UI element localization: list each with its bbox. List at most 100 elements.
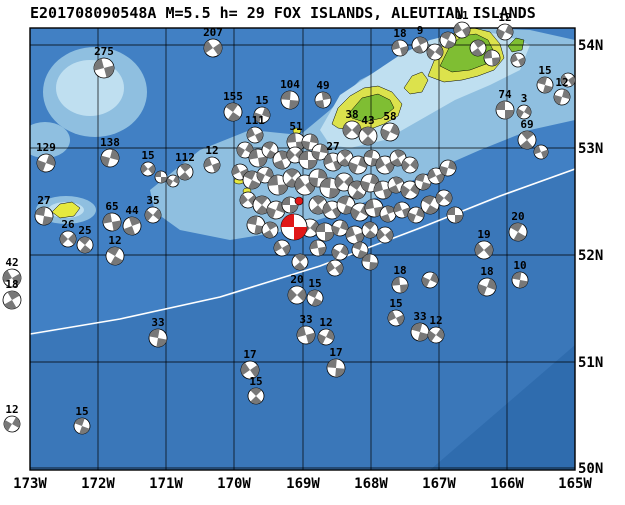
beachball xyxy=(533,144,549,160)
beachball xyxy=(446,206,464,224)
beachball-depth-label: 18 xyxy=(480,265,493,278)
beachball xyxy=(223,102,243,122)
beachball xyxy=(308,168,328,188)
beachball xyxy=(511,271,529,289)
beachball xyxy=(203,156,221,174)
beachball xyxy=(122,216,142,236)
beachball xyxy=(246,215,266,235)
beachball xyxy=(358,126,378,146)
beachball xyxy=(426,43,444,61)
beachball xyxy=(474,240,494,260)
beachball-depth-label: 74 xyxy=(498,88,512,101)
beachball xyxy=(536,76,554,94)
beachball xyxy=(140,161,156,177)
beachball xyxy=(410,322,430,342)
beachball xyxy=(427,326,445,344)
beachball xyxy=(495,100,515,120)
beachball-depth-label: 49 xyxy=(316,79,329,92)
beachball xyxy=(105,246,125,266)
lon-label: 167W xyxy=(422,476,456,492)
beachball xyxy=(364,198,384,218)
beachball xyxy=(477,277,497,297)
beachball-depth-label: 12 xyxy=(319,316,332,329)
beachball xyxy=(376,226,394,244)
beachball-depth-label: 20 xyxy=(511,210,524,223)
beachball-depth-label: 275 xyxy=(94,45,114,58)
lon-label: 169W xyxy=(286,476,320,492)
map-frame xyxy=(29,27,576,471)
lon-label: 171W xyxy=(149,476,183,492)
beachball xyxy=(59,230,77,248)
beachball xyxy=(401,156,419,174)
beachball-depth-label: 155 xyxy=(223,90,243,103)
island xyxy=(51,201,81,219)
event-red-dot xyxy=(294,196,304,206)
beachball xyxy=(73,417,91,435)
beachball-depth-label: 12 xyxy=(555,76,568,89)
beachball-depth-label: 104 xyxy=(280,78,300,91)
beachball xyxy=(411,36,429,54)
main-event-beachball xyxy=(280,213,308,241)
beachball-depth-label: 33 xyxy=(413,310,426,323)
beachball xyxy=(387,176,405,194)
beachball xyxy=(3,415,21,433)
beachball-depth-label: 33 xyxy=(299,313,312,326)
lon-label: 166W xyxy=(490,476,524,492)
beachball-depth-label: 12 xyxy=(429,314,442,327)
beachball xyxy=(315,222,335,242)
beachball xyxy=(391,39,409,57)
beachball xyxy=(280,90,300,110)
beachball-depth-label: 3 xyxy=(521,92,528,105)
beachball xyxy=(287,285,307,305)
beachball xyxy=(301,133,319,151)
beachball-depth-label: 12 xyxy=(498,11,511,24)
beachball xyxy=(510,52,526,68)
beachball-depth-label: 12 xyxy=(108,234,121,247)
beachball xyxy=(311,143,329,161)
beachball-depth-label: 51 xyxy=(289,120,303,133)
beachball xyxy=(496,23,514,41)
beachball-depth-label: 27 xyxy=(37,194,50,207)
beachball xyxy=(553,88,571,106)
shallow-bank xyxy=(30,122,70,158)
beachball xyxy=(154,170,168,184)
beachball-depth-label: 69 xyxy=(520,118,533,131)
beachball xyxy=(76,236,94,254)
beachball-depth-label: 15 xyxy=(249,375,262,388)
beachball xyxy=(240,360,260,380)
beachball xyxy=(317,328,335,346)
beachball-depth-label: 15 xyxy=(308,277,321,290)
beachball xyxy=(166,174,180,188)
trench-line xyxy=(30,168,575,335)
beachball xyxy=(306,289,324,307)
beachball xyxy=(246,126,264,144)
lon-label: 165W xyxy=(558,476,592,492)
beachball xyxy=(252,195,272,215)
beachball xyxy=(380,122,400,142)
beachball xyxy=(348,155,368,175)
beachball-depth-label: 27 xyxy=(326,140,339,153)
beachball xyxy=(308,195,328,215)
beachball-depth-label: 38 xyxy=(345,108,358,121)
beachball-depth-label: 17 xyxy=(243,348,256,361)
deep-water xyxy=(430,345,575,470)
beachball-layer xyxy=(2,21,576,435)
beachball xyxy=(323,152,343,172)
beachball xyxy=(148,328,168,348)
beachball xyxy=(102,212,122,232)
beachball xyxy=(314,91,332,109)
beachball xyxy=(331,243,349,261)
beachball-depth-label: 9 xyxy=(417,24,424,37)
beachball xyxy=(560,72,576,88)
beachball-depth-label: 25 xyxy=(78,224,91,237)
lon-label: 173W xyxy=(13,476,47,492)
beachball-depth-label: 18 xyxy=(393,27,406,40)
beachball-depth-label: 26 xyxy=(61,218,75,231)
beachball xyxy=(421,271,439,289)
beachball-depth-label: 12 xyxy=(5,403,18,416)
lat-label: 50N xyxy=(578,461,603,477)
